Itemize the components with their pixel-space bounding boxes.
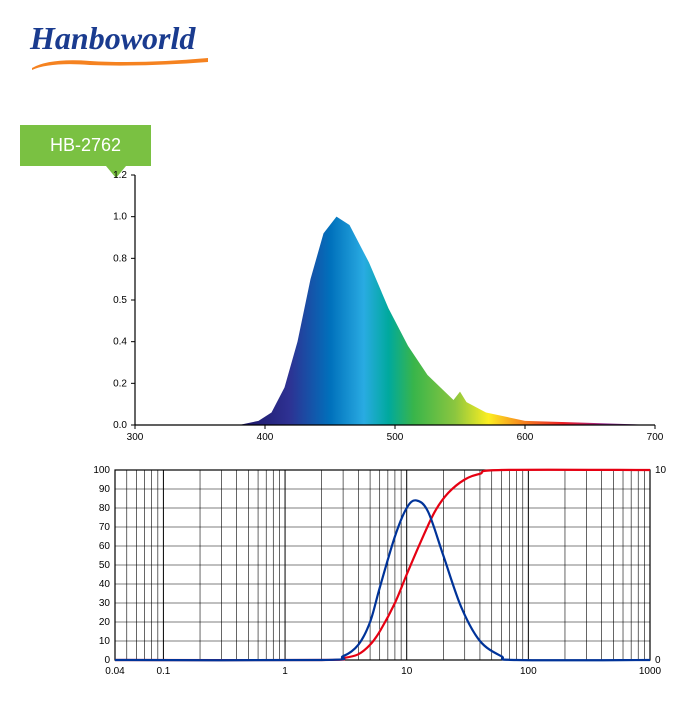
- svg-text:1.2: 1.2: [113, 170, 127, 181]
- logo-swoosh-icon: [30, 56, 210, 70]
- svg-text:40: 40: [99, 579, 111, 590]
- svg-text:90: 90: [99, 484, 111, 495]
- svg-text:0: 0: [655, 655, 661, 666]
- svg-text:100: 100: [93, 465, 110, 476]
- svg-text:1.0: 1.0: [113, 212, 127, 223]
- svg-text:0.0: 0.0: [113, 420, 127, 431]
- svg-text:10: 10: [655, 465, 667, 476]
- svg-text:1000: 1000: [639, 666, 662, 677]
- spectrum-chart: 0.0 0.2 0.4 0.5 0.8 1.0 1.2 300 400 500 600 700: [95, 155, 665, 450]
- svg-text:10: 10: [401, 666, 413, 677]
- svg-text:0.1: 0.1: [156, 666, 170, 677]
- svg-text:300: 300: [127, 432, 144, 443]
- product-code: HB-2762: [50, 135, 121, 155]
- svg-text:0: 0: [104, 655, 110, 666]
- svg-text:30: 30: [99, 598, 111, 609]
- svg-text:70: 70: [99, 522, 111, 533]
- svg-text:0.4: 0.4: [113, 337, 127, 348]
- svg-text:700: 700: [647, 432, 664, 443]
- svg-text:0.2: 0.2: [113, 378, 127, 389]
- logo-text: Hanboworld: [30, 20, 210, 57]
- svg-text:100: 100: [520, 666, 537, 677]
- svg-text:500: 500: [387, 432, 404, 443]
- svg-text:0.04: 0.04: [105, 666, 125, 677]
- svg-text:20: 20: [99, 617, 111, 628]
- svg-text:80: 80: [99, 503, 111, 514]
- svg-text:0.8: 0.8: [113, 253, 127, 264]
- svg-text:1: 1: [282, 666, 288, 677]
- logo: Hanboworld: [30, 20, 210, 75]
- distribution-chart: 01020304050607080901000.040.111010010000…: [80, 460, 675, 680]
- svg-text:600: 600: [517, 432, 534, 443]
- svg-text:50: 50: [99, 560, 111, 571]
- svg-text:400: 400: [257, 432, 274, 443]
- svg-text:60: 60: [99, 541, 111, 552]
- svg-text:0.5: 0.5: [113, 295, 127, 306]
- svg-text:10: 10: [99, 636, 111, 647]
